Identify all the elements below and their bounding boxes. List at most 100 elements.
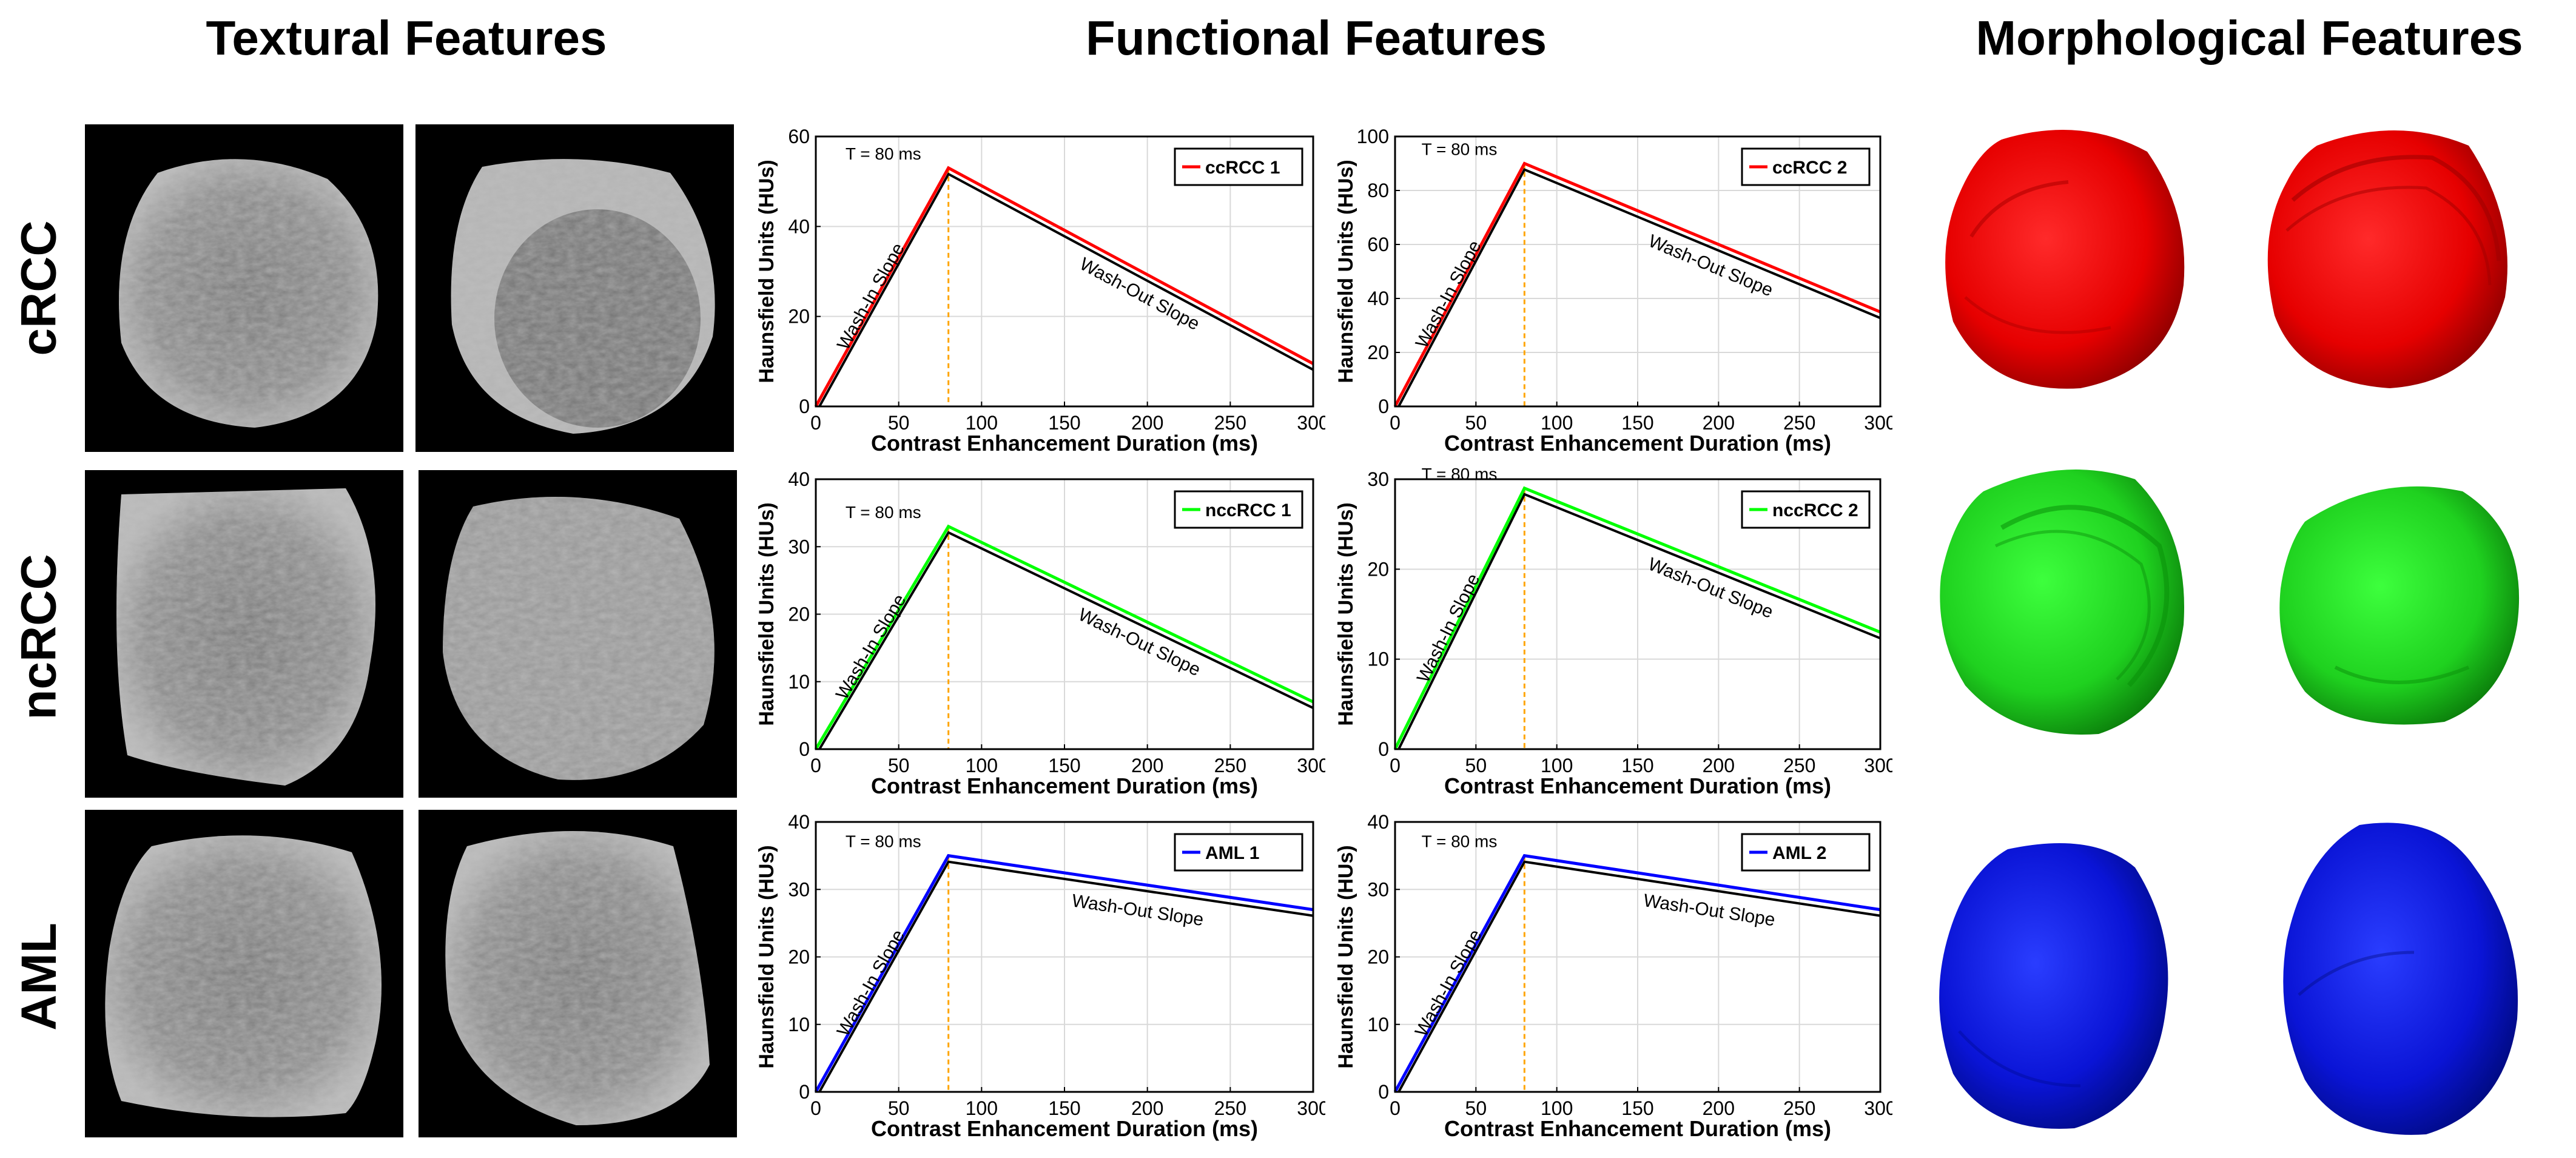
y-tick-label: 20 [788,604,810,625]
series-line [814,166,1314,408]
y-tick-label: 0 [1378,1081,1389,1103]
row-label-ncrcc: ncRCC [12,554,67,720]
y-axis-label: Haunsfield Units (HUs) [1334,502,1357,725]
chart-svg: 0 50 100 150 200 250 300 0 10 20 30 40 Contrast Enha… [1334,811,1892,1141]
x-tick-label: 100 [966,755,998,776]
wash-in-label: Wash-In Slope [833,240,909,353]
x-tick-label: 100 [1541,1097,1573,1119]
y-tick-label: 30 [788,878,810,900]
ct-patch-image [116,488,375,786]
heading-textural-features: Textural Features [206,11,607,65]
x-tick-label: 300 [1297,412,1325,434]
x-tick-label: 250 [1783,755,1815,776]
x-tick-label: 0 [810,1097,821,1119]
x-tick-label: 0 [810,755,821,776]
3d-tumor-render [1940,470,2184,735]
y-tick-label: 20 [788,306,810,328]
chart-svg: 0 50 100 150 200 250 300 0 10 20 30 40 Contrast Enha… [755,811,1325,1141]
time-annotation: T = 80 ms [846,503,921,522]
x-tick-label: 50 [1465,412,1487,434]
y-tick-label: 0 [1378,738,1389,760]
morph-nccrcc-2 [2262,467,2529,740]
y-tick-label: 0 [799,1081,810,1103]
3d-tumor-render [1939,843,2168,1129]
wash-in-label: Wash-In Slope [1411,926,1486,1040]
legend-label: nccRCC 2 [1772,500,1858,520]
x-tick-label: 100 [966,1097,998,1119]
row-label-crcc: cRCC [12,220,67,356]
texture-aml-1 [85,810,403,1137]
y-tick-label: 20 [788,946,810,968]
fit-line [818,860,1314,1092]
series-line [1393,161,1881,408]
fit-line [818,531,1314,750]
plot-frame [1394,135,1882,408]
fit-line [1397,167,1881,407]
morph-nccrcc-1 [1929,455,2196,746]
fit-line [1397,860,1881,1092]
y-tick-label: 0 [799,738,810,760]
x-tick-label: 50 [1465,1097,1487,1119]
y-tick-label: 40 [1367,811,1389,833]
chart-svg: 0 50 100 150 200 250 300 0 10 20 30 40 Contrast Enha… [755,468,1325,798]
y-tick-label: 100 [1357,126,1389,147]
ct-patch-image [443,497,715,780]
y-tick-label: 0 [799,396,810,417]
plot-aml-2: 0 50 100 150 200 250 300 0 10 20 30 40 Contrast Enha… [1328,807,1892,1143]
time-annotation: T = 80 ms [1422,465,1498,483]
time-annotation: T = 80 ms [1422,140,1498,159]
x-tick-label: 0 [1390,1097,1401,1119]
x-tick-label: 150 [1621,755,1653,776]
legend-label: nccRCC 1 [1205,500,1291,520]
x-tick-label: 0 [810,412,821,434]
y-axis-label: Haunsfield Units (HUs) [755,160,778,383]
x-tick-label: 200 [1131,412,1163,434]
x-tick-label: 150 [1048,755,1080,776]
plot-nccrcc-2: 0 50 100 150 200 250 300 0 10 20 30 Contrast Enhanc… [1328,464,1892,801]
y-tick-label: 10 [1367,1014,1389,1035]
3d-tumor-render [2283,823,2518,1135]
series-line [814,524,1314,750]
legend-label: ccRCC 2 [1772,158,1847,178]
x-tick-label: 50 [888,755,910,776]
x-tick-label: 250 [1783,412,1815,434]
wash-out-label: Wash-Out Slope [1075,605,1204,681]
series-line [1393,853,1881,1093]
x-tick-label: 250 [1783,1097,1815,1119]
x-tick-label: 100 [966,412,998,434]
x-tick-label: 100 [1541,412,1573,434]
morph-aml-2 [2256,813,2529,1146]
morph-aml-1 [1923,831,2190,1140]
y-tick-label: 40 [1367,288,1389,309]
x-axis-label: Contrast Enhancement Duration (ms) [1444,1116,1831,1141]
plot-nccrcc-1: 0 50 100 150 200 250 300 0 10 20 30 40 Contrast Enha… [749,464,1325,801]
wash-in-label: Wash-In Slope [1413,571,1484,686]
y-tick-label: 20 [1367,342,1389,363]
texture-ncrcc-2 [419,470,737,798]
x-tick-label: 300 [1297,1097,1325,1119]
texture-crcc-2 [415,124,734,452]
y-axis-label: Haunsfield Units (HUs) [1334,160,1357,383]
x-axis-label: Contrast Enhancement Duration (ms) [871,1116,1258,1141]
ct-patch-image [105,835,382,1117]
x-axis-label: Contrast Enhancement Duration (ms) [871,773,1258,798]
y-tick-label: 30 [1367,878,1389,900]
x-tick-label: 0 [1390,755,1401,776]
fit-line [818,172,1314,407]
y-tick-label: 10 [1367,648,1389,670]
x-tick-label: 150 [1048,412,1080,434]
y-axis-label: Haunsfield Units (HUs) [755,845,778,1068]
time-annotation: T = 80 ms [846,144,921,163]
3d-tumor-render [1945,130,2185,389]
legend-label: AML 2 [1772,843,1826,863]
ct-patch-image [451,159,715,434]
x-tick-label: 200 [1703,412,1735,434]
y-tick-label: 10 [788,671,810,693]
texture-aml-2 [419,810,737,1137]
x-axis-label: Contrast Enhancement Duration (ms) [871,431,1258,456]
series-line [1393,486,1881,750]
y-tick-label: 60 [1367,234,1389,255]
plot-frame [815,135,1314,408]
plot-aml-1: 0 50 100 150 200 250 300 0 10 20 30 40 Contrast Enha… [749,807,1325,1143]
